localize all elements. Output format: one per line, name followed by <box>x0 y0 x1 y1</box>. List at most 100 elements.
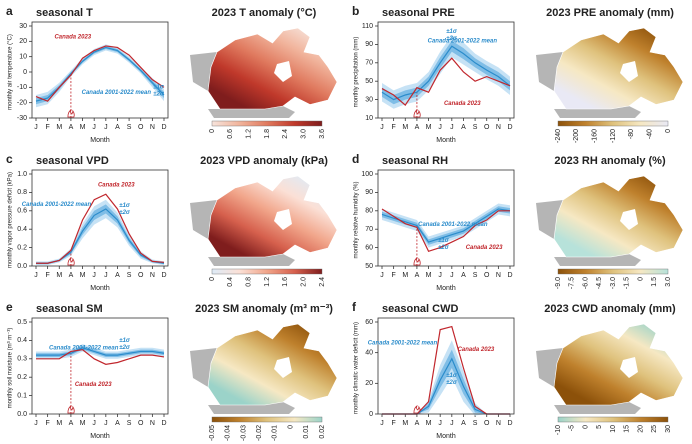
x-tick-label: M <box>56 420 62 427</box>
y-tick-label: 0.0 <box>17 411 27 418</box>
band-label: ±1σ <box>153 84 165 90</box>
colorbar-label: -5 <box>569 425 576 431</box>
map <box>190 323 338 414</box>
map-bay <box>274 357 292 378</box>
y-tick-label: 40 <box>365 350 373 357</box>
x-tick-label: A <box>69 420 74 427</box>
y-tick-label: 10 <box>365 115 373 122</box>
colorbar <box>557 268 669 275</box>
chart-title: seasonal T <box>36 7 93 19</box>
y-tick-label: 0 <box>369 411 373 418</box>
x-tick-label: J <box>34 272 38 279</box>
map-canada <box>207 175 338 258</box>
y-tick-label: 30 <box>365 96 373 103</box>
series-annotation: Canada 2023 <box>466 245 503 251</box>
x-tick-label: J <box>104 124 108 131</box>
y-axis-title: monthly soil moisture (m³ m⁻³) <box>8 328 14 409</box>
x-tick-label: A <box>415 420 420 427</box>
colorbar-label: 2.4 <box>282 129 289 139</box>
x-tick-label: M <box>80 124 86 131</box>
panel-label: e <box>6 300 13 314</box>
y-tick-label: 0.4 <box>17 337 27 344</box>
series-line <box>381 57 511 107</box>
series-annotation: Canada 2001-2022 mean <box>428 38 498 44</box>
sd-band <box>36 199 164 266</box>
colorbar-label: -0.04 <box>225 425 232 441</box>
colorbar-label: 0.01 <box>303 425 310 439</box>
y-tick-label: -20 <box>17 100 27 107</box>
sd-band <box>36 44 164 108</box>
x-tick-label: A <box>415 124 420 131</box>
y-tick-label: 30 <box>19 23 27 30</box>
map-bay <box>274 209 292 230</box>
series-annotation: Canada 2023 <box>458 347 495 353</box>
x-tick-label: J <box>104 272 108 279</box>
colorbar-label: 0 <box>287 425 294 429</box>
colorbar-label: -200 <box>573 129 580 143</box>
x-tick-label: J <box>438 420 442 427</box>
x-tick-label: S <box>127 272 132 279</box>
colorbar-label: -4.5 <box>596 277 603 289</box>
map-title: 2023 RH anomaly (%) <box>554 155 666 167</box>
x-tick-label: A <box>115 420 120 427</box>
colorbar-label: 1.2 <box>264 277 271 287</box>
y-tick-label: -10 <box>17 84 27 91</box>
y-tick-label: 100 <box>361 171 373 178</box>
colorbar-label: -80 <box>628 129 635 139</box>
colorbar-label: -40 <box>647 129 654 139</box>
x-tick-label: N <box>496 272 501 279</box>
plot-frame <box>377 317 515 415</box>
y-tick-label: 110 <box>362 23 373 30</box>
fire-icon <box>67 109 75 118</box>
chart-title: seasonal RH <box>382 155 448 167</box>
series-annotation: Canada 2023 <box>75 382 112 388</box>
series-line <box>36 348 165 365</box>
map <box>536 175 684 266</box>
colorbar-label: 0 <box>637 277 644 281</box>
map-land-grey <box>190 52 295 118</box>
y-tick-label: 50 <box>365 263 373 270</box>
y-tick-label: 0.8 <box>17 189 27 196</box>
y-tick-label: 60 <box>365 319 373 326</box>
plot-frame <box>377 169 515 267</box>
series-annotation: Canada 2001-2022 mean <box>82 90 152 96</box>
colorbar-label: 20 <box>637 425 644 433</box>
x-tick-label: F <box>45 272 49 279</box>
y-tick-label: 80 <box>365 208 373 215</box>
x-tick-label: J <box>92 272 96 279</box>
series-annotation: Canada 2001-2022 mean <box>418 222 488 228</box>
x-tick-label: A <box>461 272 466 279</box>
map <box>190 27 338 118</box>
x-tick-label: M <box>56 124 62 131</box>
y-axis-title: monthly climatic water deficit (mm) <box>354 322 360 414</box>
x-tick-label: J <box>450 272 454 279</box>
x-tick-label: J <box>438 272 442 279</box>
map-bay <box>620 209 638 230</box>
fire-icon <box>413 109 421 118</box>
band-label: ±2σ <box>446 380 458 386</box>
x-tick-label: S <box>127 124 132 131</box>
map-title: 2023 PRE anomaly (mm) <box>546 7 674 19</box>
map-title: 2023 CWD anomaly (mm) <box>544 303 676 315</box>
plot-frame <box>31 21 169 119</box>
colorbar-label: 15 <box>624 425 631 433</box>
colorbar-label: 25 <box>651 425 658 433</box>
colorbar-label: 0.8 <box>246 277 253 287</box>
x-tick-label: D <box>507 124 512 131</box>
map-canada <box>553 175 684 258</box>
sd-band <box>382 349 510 414</box>
x-tick-label: S <box>473 272 478 279</box>
x-tick-label: M <box>56 272 62 279</box>
x-tick-label: J <box>380 272 384 279</box>
band-label: ±2σ <box>153 91 165 97</box>
x-tick-label: D <box>161 420 166 427</box>
colorbar-label: 1.8 <box>264 129 271 139</box>
plot-frame <box>31 169 169 267</box>
sd-band <box>382 340 510 416</box>
map-land-grey <box>536 348 641 414</box>
x-tick-label: M <box>80 272 86 279</box>
y-tick-label: 60 <box>365 244 373 251</box>
y-tick-label: 0.3 <box>17 356 27 363</box>
x-tick-label: A <box>69 124 74 131</box>
series-annotation: Canada 2001-2022 mean <box>49 345 119 351</box>
